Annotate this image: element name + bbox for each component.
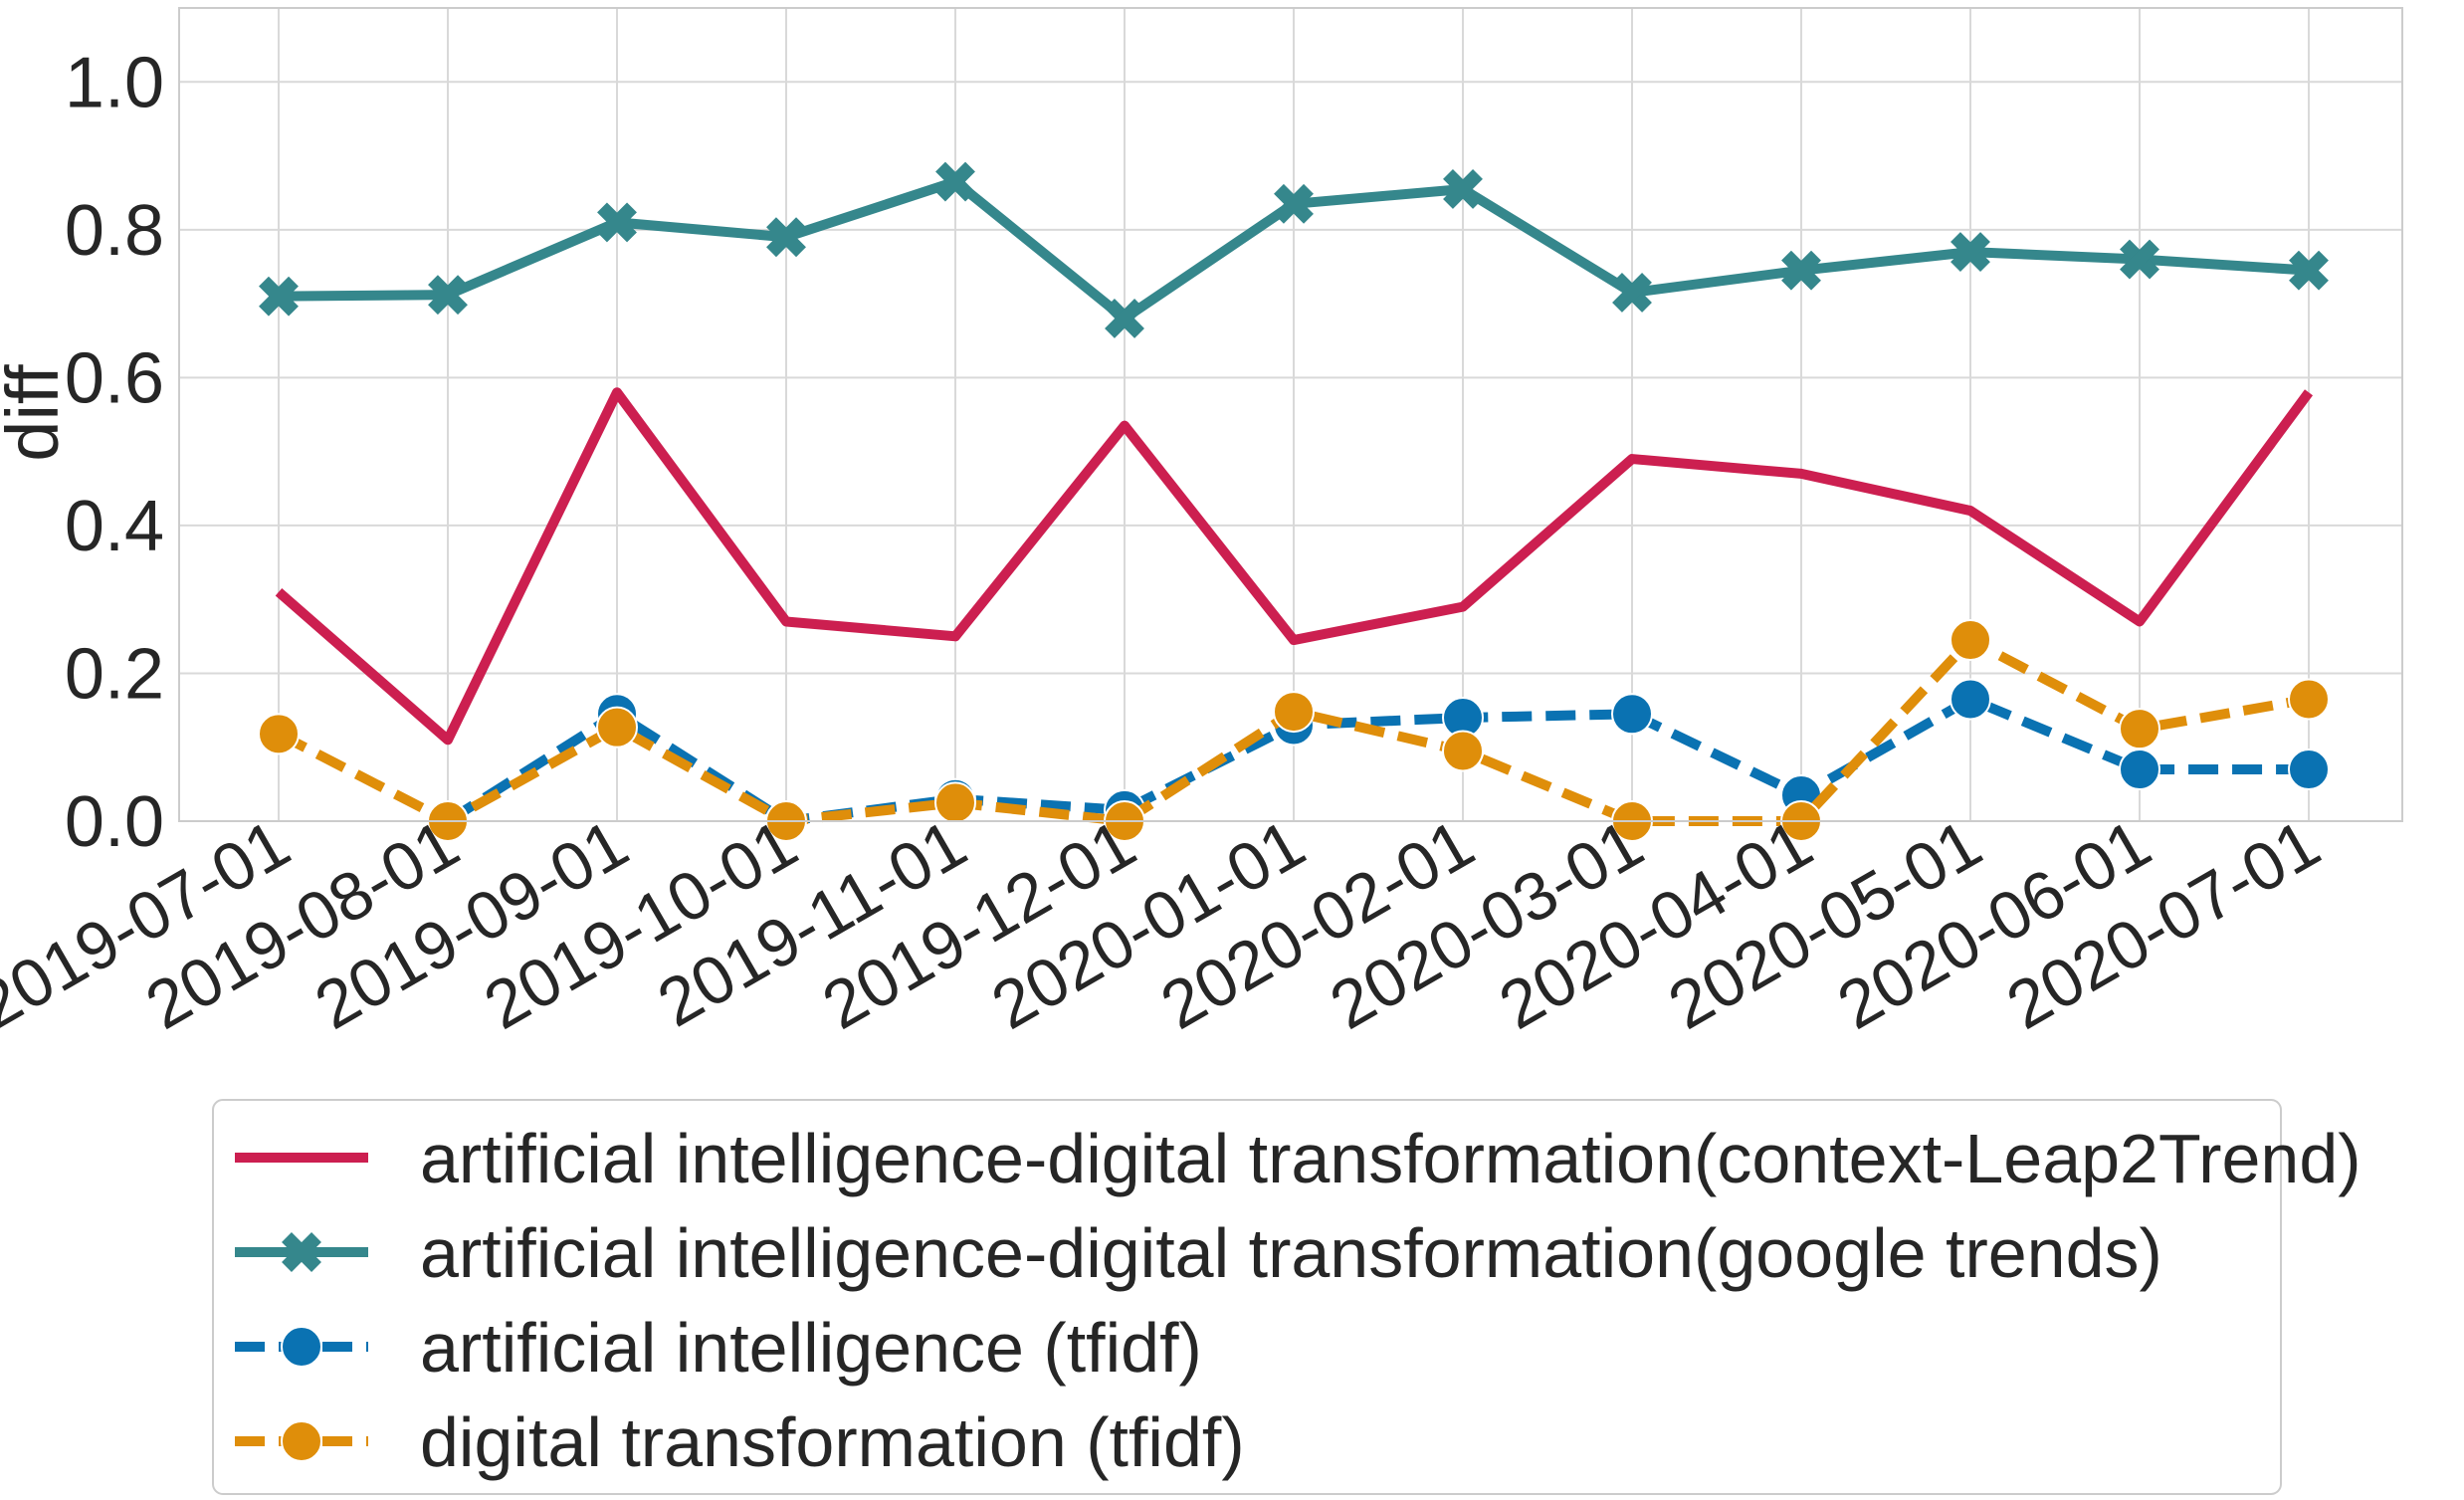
data-point <box>1950 678 1991 721</box>
legend-marker <box>281 1420 322 1462</box>
series-4 <box>258 619 2330 842</box>
y-tick-label: 1.0 <box>65 43 164 122</box>
series-1 <box>275 387 2314 746</box>
legend-box <box>212 1099 2282 1495</box>
legend-item: artificial intelligence (tfidf) <box>235 1309 1202 1387</box>
legend-label: artificial intelligence (tfidf) <box>420 1309 1202 1387</box>
data-point <box>259 276 299 317</box>
y-axis-label: diff <box>0 364 74 462</box>
data-point <box>2120 239 2159 280</box>
legend-label: artificial intelligence-digital transfor… <box>420 1120 2361 1197</box>
legend-label: digital transformation (tfidf) <box>420 1403 1245 1481</box>
data-point <box>2288 749 2330 791</box>
data-point <box>596 706 638 749</box>
legend-item: digital transformation (tfidf) <box>235 1403 1245 1481</box>
data-point <box>2288 678 2330 721</box>
data-point <box>2119 749 2160 791</box>
data-point <box>2119 708 2160 750</box>
legend-marker <box>281 1326 322 1368</box>
grid <box>179 8 2402 822</box>
data-point <box>2289 250 2329 291</box>
data-point <box>766 217 806 258</box>
data-point <box>258 713 300 755</box>
series-layer <box>258 161 2330 842</box>
data-point <box>1781 250 1821 291</box>
data-point <box>1611 693 1653 736</box>
series-2 <box>259 161 2329 338</box>
legend-item: artificial intelligence-digital transfor… <box>235 1214 2162 1292</box>
data-point <box>934 781 976 824</box>
legend-label: artificial intelligence-digital transfor… <box>420 1214 2162 1292</box>
y-tick-labels: 0.0 0.2 0.4 0.6 0.8 1.0 <box>65 43 164 862</box>
data-point <box>1442 730 1484 772</box>
legend: artificial intelligence-digital transfor… <box>235 1120 2361 1481</box>
series-line <box>275 387 2314 746</box>
data-point <box>1443 169 1483 209</box>
data-point <box>597 202 637 243</box>
series-line <box>445 694 2309 826</box>
data-point <box>1274 183 1314 224</box>
data-point <box>1951 232 1990 273</box>
data-point <box>1105 298 1144 338</box>
data-point <box>1612 273 1652 313</box>
y-tick-label: 0.0 <box>65 782 164 862</box>
legend-marker <box>282 1232 321 1272</box>
x-tick-labels: 2019-07-012019-08-012019-09-012019-10-01… <box>0 805 2333 1044</box>
data-point <box>428 275 468 316</box>
y-tick-label: 0.8 <box>65 191 164 271</box>
series-3 <box>427 678 2330 842</box>
y-tick-label: 0.4 <box>65 487 164 566</box>
data-point <box>1950 619 1991 662</box>
y-tick-label: 0.2 <box>65 634 164 714</box>
plot-frame <box>178 7 2403 822</box>
data-point <box>1273 691 1315 734</box>
legend-item: artificial intelligence-digital transfor… <box>235 1120 2361 1197</box>
data-point <box>935 161 975 202</box>
y-tick-label: 0.6 <box>65 338 164 418</box>
